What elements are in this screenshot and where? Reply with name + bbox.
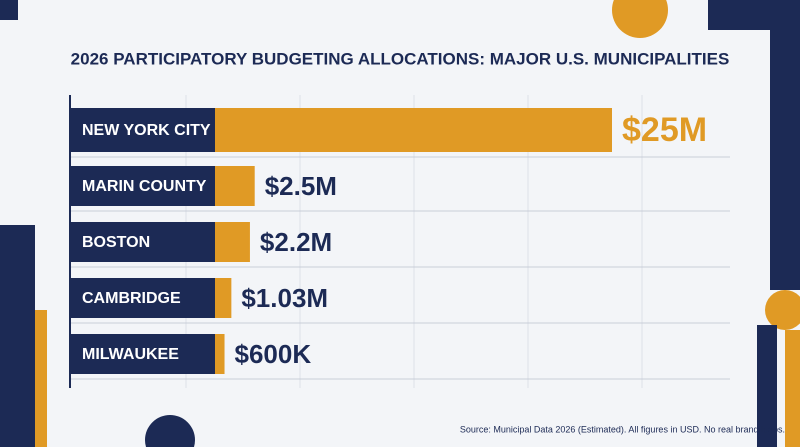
category-label: MILWAUKEE <box>82 346 179 363</box>
label-plate <box>71 166 215 206</box>
chart-title: 2026 PARTICIPATORY BUDGETING ALLOCATIONS… <box>71 49 730 68</box>
label-plate <box>71 108 215 152</box>
value-label: $1.03M <box>241 283 328 313</box>
label-plate <box>71 222 215 262</box>
value-label: $2.2M <box>260 227 332 257</box>
label-plate <box>71 334 215 374</box>
category-label: CAMBRIDGE <box>82 290 181 307</box>
value-label: $25M <box>622 111 707 149</box>
bar <box>215 278 232 318</box>
category-label: NEW YORK CITY <box>82 122 211 139</box>
label-plate <box>71 278 215 318</box>
bar <box>215 222 250 262</box>
value-label: $600K <box>235 339 312 369</box>
bar <box>215 166 255 206</box>
category-label: MARIN COUNTY <box>82 178 207 195</box>
category-label: BOSTON <box>82 234 150 251</box>
bar <box>215 334 225 374</box>
value-label: $2.5M <box>265 171 337 201</box>
bar <box>215 108 612 152</box>
source-note: Source: Municipal Data 2026 (Estimated).… <box>460 424 785 434</box>
